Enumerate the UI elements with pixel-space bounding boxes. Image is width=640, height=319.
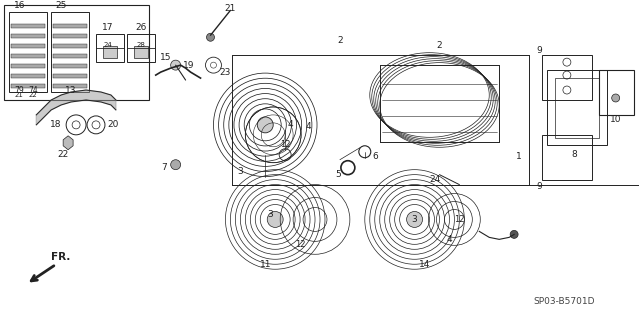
- Text: 17: 17: [102, 23, 114, 32]
- Circle shape: [510, 230, 518, 238]
- Text: 2: 2: [436, 41, 442, 50]
- Bar: [134, 46, 148, 58]
- Text: 23: 23: [220, 68, 231, 77]
- Text: 3: 3: [237, 167, 243, 176]
- Bar: [53, 74, 87, 78]
- Text: 19: 19: [183, 61, 195, 70]
- Text: 5: 5: [335, 170, 340, 179]
- Text: 3: 3: [268, 210, 273, 219]
- Bar: [53, 24, 87, 28]
- Text: 18: 18: [51, 120, 62, 130]
- Text: 9: 9: [536, 46, 542, 55]
- Text: 4: 4: [447, 235, 452, 244]
- Circle shape: [207, 33, 214, 41]
- Bar: [12, 24, 45, 28]
- Text: 26: 26: [135, 23, 147, 32]
- Bar: [12, 84, 45, 88]
- Text: FR.: FR.: [51, 252, 71, 262]
- Bar: [12, 54, 45, 58]
- Bar: [53, 54, 87, 58]
- Bar: [12, 34, 45, 38]
- Polygon shape: [63, 136, 73, 150]
- Circle shape: [171, 160, 180, 170]
- Bar: [12, 44, 45, 48]
- Bar: [547, 70, 607, 145]
- Text: 6: 6: [372, 152, 378, 161]
- Bar: [542, 55, 592, 100]
- Text: 24: 24: [429, 175, 440, 184]
- Text: 10: 10: [610, 115, 621, 124]
- Text: 22: 22: [29, 92, 38, 98]
- Bar: [53, 34, 87, 38]
- Text: 16: 16: [13, 1, 25, 10]
- Bar: [127, 34, 155, 62]
- Text: 7: 7: [161, 163, 166, 172]
- Bar: [53, 64, 87, 68]
- Circle shape: [171, 60, 180, 70]
- Bar: [103, 46, 117, 58]
- Text: 28: 28: [136, 42, 145, 48]
- Bar: [599, 70, 634, 115]
- Polygon shape: [36, 90, 116, 125]
- Text: 15: 15: [160, 53, 172, 62]
- Bar: [53, 44, 87, 48]
- Text: 11: 11: [259, 260, 271, 269]
- Text: SP03-B5701D: SP03-B5701D: [533, 297, 595, 306]
- Text: 12: 12: [454, 215, 465, 224]
- Text: 9: 9: [536, 182, 542, 191]
- Text: 14: 14: [419, 260, 430, 269]
- Text: 4: 4: [287, 120, 293, 130]
- Bar: [96, 34, 124, 62]
- Bar: [12, 64, 45, 68]
- Circle shape: [406, 211, 422, 227]
- Circle shape: [612, 94, 620, 102]
- Bar: [555, 78, 599, 138]
- Bar: [4, 5, 148, 100]
- Text: 20: 20: [108, 120, 118, 130]
- Text: 21: 21: [225, 4, 236, 13]
- Bar: [10, 12, 47, 92]
- Text: 4: 4: [305, 122, 311, 131]
- Text: 2: 2: [337, 36, 343, 45]
- Text: 8: 8: [571, 150, 577, 159]
- Bar: [51, 12, 89, 92]
- Text: 12: 12: [295, 240, 305, 249]
- Text: 24: 24: [104, 42, 113, 48]
- Text: 1: 1: [516, 152, 522, 161]
- Bar: [542, 135, 592, 180]
- Text: 79: 79: [15, 85, 24, 94]
- Text: 13: 13: [65, 85, 77, 94]
- Text: 21: 21: [15, 92, 24, 98]
- Text: 74: 74: [28, 85, 38, 94]
- Bar: [12, 74, 45, 78]
- Circle shape: [257, 117, 273, 133]
- Bar: [53, 84, 87, 88]
- Text: 3: 3: [412, 215, 417, 224]
- Text: 25: 25: [56, 1, 67, 10]
- Text: 12: 12: [280, 140, 291, 149]
- Text: 22: 22: [58, 150, 68, 159]
- Circle shape: [268, 211, 283, 227]
